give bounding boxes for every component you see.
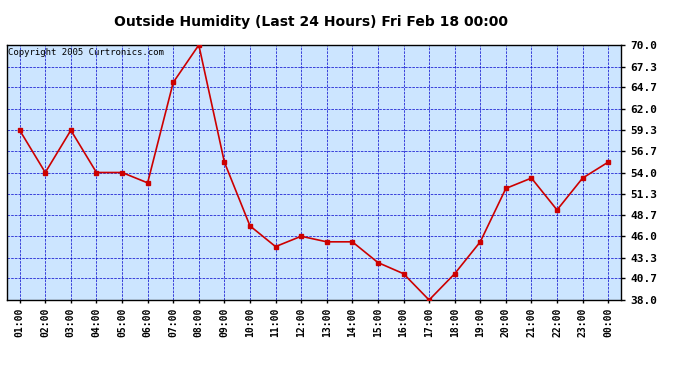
Text: Copyright 2005 Curtronics.com: Copyright 2005 Curtronics.com bbox=[8, 48, 164, 57]
Text: Outside Humidity (Last 24 Hours) Fri Feb 18 00:00: Outside Humidity (Last 24 Hours) Fri Feb… bbox=[113, 15, 508, 29]
